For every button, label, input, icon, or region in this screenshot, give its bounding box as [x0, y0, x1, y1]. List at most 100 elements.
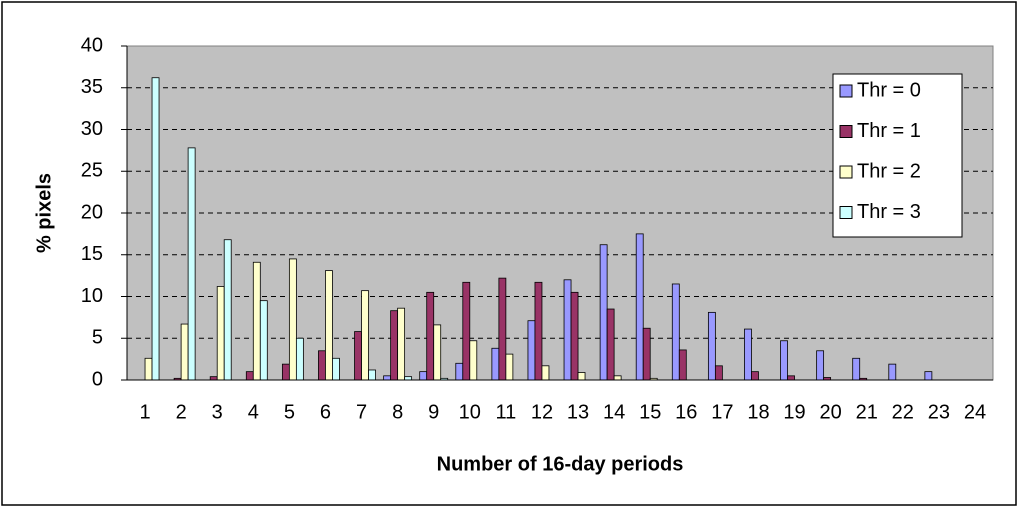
bar	[426, 291, 435, 381]
bar	[707, 311, 716, 381]
bar	[635, 233, 644, 381]
bar	[714, 365, 723, 381]
x-tick-label: 13	[567, 401, 589, 423]
bar	[383, 375, 392, 381]
y-tick-label: 10	[81, 285, 103, 307]
bar	[563, 279, 572, 381]
bar	[187, 147, 196, 381]
bar	[223, 239, 232, 381]
bar	[354, 331, 362, 381]
y-tick-label: 35	[81, 76, 103, 98]
bar	[180, 323, 189, 381]
bar	[642, 327, 651, 381]
bar	[527, 320, 536, 381]
y-tick-label: 25	[81, 160, 103, 182]
x-tick-label: 22	[892, 401, 914, 423]
bar	[744, 328, 752, 381]
bar	[787, 375, 795, 381]
bar	[816, 350, 825, 381]
bar	[325, 270, 333, 381]
bar	[606, 308, 615, 381]
bar	[613, 375, 622, 381]
bar	[852, 357, 861, 381]
bar	[577, 372, 586, 381]
bar	[295, 337, 304, 381]
bar	[678, 349, 687, 381]
bar	[368, 369, 376, 381]
bar	[281, 363, 290, 381]
legend-swatch	[839, 206, 853, 219]
bar	[570, 291, 579, 381]
bar	[671, 283, 680, 381]
bar	[288, 258, 297, 381]
x-tick-label: 16	[675, 401, 697, 423]
y-tick-label: 5	[92, 327, 103, 349]
x-tick-label: 18	[747, 401, 769, 423]
x-tick-label: 15	[639, 401, 661, 423]
legend-label: Thr = 1	[857, 120, 921, 142]
x-tick-label: 17	[711, 401, 733, 423]
legend-swatch	[839, 84, 853, 98]
x-tick-label: 9	[428, 401, 439, 423]
legend-label: Thr = 2	[857, 160, 921, 182]
x-tick-label: 19	[783, 401, 805, 423]
x-tick-label: 3	[212, 401, 223, 423]
x-tick-label: 2	[176, 401, 187, 423]
bar	[216, 286, 225, 381]
legend-box	[832, 73, 963, 238]
y-tick-label: 0	[92, 368, 103, 390]
y-tick-label: 15	[81, 243, 103, 265]
bar	[390, 310, 399, 381]
bar	[469, 340, 478, 381]
bar	[433, 324, 442, 381]
bar	[924, 371, 933, 381]
bar	[541, 365, 550, 381]
x-tick-label: 8	[392, 401, 403, 423]
bar	[259, 300, 268, 381]
x-tick-label: 7	[356, 401, 367, 423]
bar	[332, 357, 340, 381]
x-tick-label: 12	[531, 401, 553, 423]
x-tick-label: 4	[248, 401, 259, 423]
bar	[245, 371, 254, 381]
bar	[599, 244, 608, 381]
bar	[397, 307, 406, 381]
y-tick-label: 20	[81, 201, 103, 223]
bar	[534, 281, 543, 381]
x-tick-label: 23	[928, 401, 950, 423]
x-tick-label: 24	[964, 401, 986, 423]
legend-swatch	[839, 165, 853, 179]
y-tick-label: 40	[81, 34, 103, 56]
x-tick-label: 14	[603, 401, 625, 423]
bar	[252, 261, 261, 381]
bar	[361, 290, 369, 381]
y-axis-title: % pixels	[33, 173, 55, 253]
bar	[462, 281, 471, 381]
x-tick-label: 6	[320, 401, 331, 423]
bar	[419, 371, 428, 381]
bar	[505, 353, 514, 381]
bar	[151, 77, 160, 381]
bar	[455, 362, 464, 381]
bar	[318, 350, 326, 381]
legend-label: Thr = 0	[857, 79, 921, 101]
legend-label: Thr = 3	[857, 201, 921, 223]
x-tick-label: 11	[495, 401, 516, 423]
bar	[491, 347, 500, 381]
bar	[498, 277, 507, 381]
x-tick-label: 21	[856, 401, 878, 423]
x-tick-label: 5	[284, 401, 295, 423]
x-axis-title: Number of 16-day periods	[437, 453, 684, 475]
bar	[209, 376, 218, 381]
legend-swatch	[839, 125, 853, 138]
y-tick-label: 30	[81, 118, 103, 140]
bar	[780, 340, 788, 381]
x-tick-label: 1	[139, 401, 150, 423]
bar	[144, 357, 153, 381]
x-tick-label: 10	[459, 401, 481, 423]
bar	[404, 376, 413, 381]
x-tick-label: 20	[820, 401, 842, 423]
bar	[888, 363, 897, 381]
bar	[751, 371, 759, 381]
